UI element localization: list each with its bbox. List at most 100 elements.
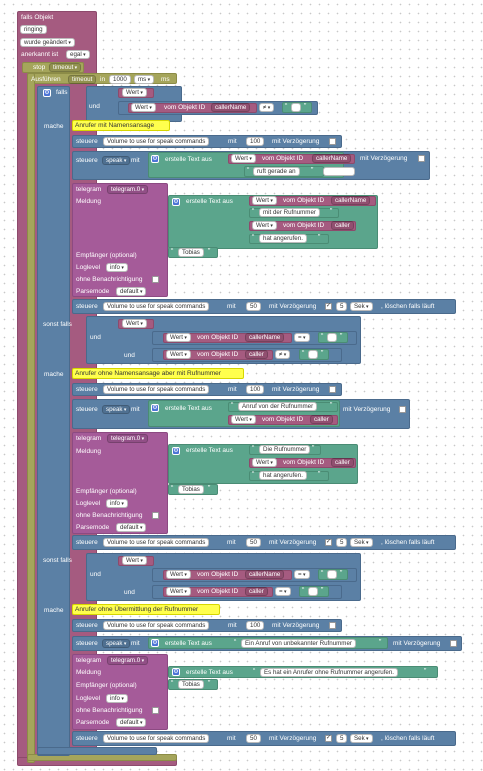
- caller-field[interactable]: caller: [331, 221, 354, 230]
- gear-icon[interactable]: ⚙: [151, 639, 159, 647]
- telegram-instance-dropdown[interactable]: telegram.0: [107, 434, 149, 443]
- callername-field[interactable]: callerName: [331, 196, 371, 205]
- comment-block[interactable]: [72, 368, 244, 379]
- operator-dropdown[interactable]: ≠: [275, 350, 291, 359]
- wert-dropdown[interactable]: Wert: [122, 88, 147, 97]
- delay-checkbox[interactable]: [450, 640, 457, 647]
- recipient-field[interactable]: Tobias: [178, 680, 204, 689]
- timeout-unit-dropdown[interactable]: ms: [134, 75, 155, 84]
- volume-value-field[interactable]: 50: [246, 734, 261, 743]
- delay-checkbox[interactable]: ✓: [325, 539, 332, 546]
- comment-block[interactable]: [72, 604, 220, 615]
- volume-field[interactable]: Volume to use for speak commands: [103, 538, 210, 547]
- parsemode-dropdown[interactable]: default: [116, 718, 147, 727]
- gear-icon[interactable]: ⚙: [172, 668, 180, 676]
- text-field[interactable]: hat angerufen.: [259, 471, 307, 480]
- volume-field[interactable]: Volume to use for speak commands: [103, 734, 210, 743]
- delay-checkbox[interactable]: ✓: [325, 735, 332, 742]
- caller-field[interactable]: caller: [310, 415, 333, 424]
- volume-value-field[interactable]: 100: [246, 385, 265, 394]
- caller-field[interactable]: caller: [245, 350, 268, 359]
- wert-vom-objekt-block[interactable]: [249, 221, 356, 231]
- wert-vom-objekt-block[interactable]: [228, 154, 355, 164]
- loglevel-dropdown[interactable]: info: [106, 499, 128, 508]
- telegram-instance-dropdown[interactable]: telegram.0: [107, 656, 149, 665]
- empty-text-field[interactable]: [291, 103, 301, 112]
- trigger-ack-dropdown[interactable]: egal: [66, 50, 90, 59]
- comment-block[interactable]: [72, 120, 170, 131]
- volume-value-field[interactable]: 50: [246, 302, 261, 311]
- wert-vom-objekt-block[interactable]: [163, 570, 292, 580]
- gear-icon[interactable]: ⚙: [151, 155, 159, 163]
- delay-checkbox[interactable]: [329, 386, 336, 393]
- operator-dropdown[interactable]: =: [275, 587, 291, 596]
- wert-dropdown[interactable]: Wert: [166, 333, 191, 342]
- wert-dropdown[interactable]: Wert: [166, 587, 191, 596]
- wert-dropdown[interactable]: Wert: [252, 458, 277, 467]
- gear-icon[interactable]: ⚙: [43, 89, 51, 97]
- empty-text-field[interactable]: [327, 570, 337, 579]
- volume-value-field[interactable]: 100: [246, 137, 265, 146]
- trigger-changed-dropdown[interactable]: wurde geändert: [20, 38, 75, 47]
- gear-icon[interactable]: ⚙: [151, 404, 159, 412]
- delay-unit-dropdown[interactable]: Sek: [350, 734, 373, 743]
- wert-dropdown[interactable]: Wert: [231, 415, 256, 424]
- volume-field[interactable]: Volume to use for speak commands: [103, 621, 210, 630]
- caller-field[interactable]: caller: [245, 587, 268, 596]
- speak-dropdown[interactable]: speak: [102, 639, 131, 648]
- callername-field[interactable]: callerName: [245, 333, 285, 342]
- gear-icon[interactable]: ⚙: [172, 447, 180, 455]
- wert-dropdown[interactable]: Wert: [166, 570, 191, 579]
- text-field[interactable]: Anruf von der Rufnummer: [238, 402, 318, 411]
- empty-text-field[interactable]: [308, 350, 318, 359]
- wert-vom-objekt-block[interactable]: [163, 350, 273, 360]
- delay-checkbox[interactable]: [329, 138, 336, 145]
- timeout-name-field[interactable]: timeout: [68, 75, 97, 84]
- operator-dropdown[interactable]: =: [294, 333, 310, 342]
- callername-field[interactable]: callerName: [211, 103, 251, 112]
- text-field[interactable]: hat angerufen.: [259, 234, 307, 243]
- no-notify-checkbox[interactable]: [152, 707, 159, 714]
- delay-checkbox[interactable]: ✓: [325, 303, 332, 310]
- parsemode-dropdown[interactable]: default: [116, 287, 147, 296]
- wert-vom-objekt-block[interactable]: [249, 458, 356, 468]
- delay-checkbox[interactable]: [329, 622, 336, 629]
- wert-dropdown[interactable]: Wert: [252, 221, 277, 230]
- empty-text-field[interactable]: [327, 333, 337, 342]
- wert-vom-objekt-block[interactable]: [228, 415, 338, 425]
- speak-dropdown[interactable]: speak: [102, 405, 131, 414]
- volume-field[interactable]: Volume to use for speak commands: [103, 137, 210, 146]
- volume-value-field[interactable]: 50: [246, 538, 261, 547]
- wert-dropdown[interactable]: Wert: [122, 319, 147, 328]
- no-notify-checkbox[interactable]: [152, 276, 159, 283]
- callername-field[interactable]: callerName: [312, 154, 352, 163]
- loglevel-dropdown[interactable]: info: [106, 694, 128, 703]
- loglevel-dropdown[interactable]: info: [106, 263, 128, 272]
- wert-dropdown[interactable]: Wert: [131, 103, 156, 112]
- caller-field[interactable]: caller: [331, 458, 354, 467]
- speak-dropdown[interactable]: speak: [102, 156, 131, 165]
- text-field[interactable]: mit der Rufnummer: [259, 208, 320, 217]
- recipient-field[interactable]: Tobias: [178, 248, 204, 257]
- text-field[interactable]: Die Rufnummer: [259, 445, 311, 454]
- delay-value-field[interactable]: 5: [336, 734, 348, 743]
- trigger-object-field[interactable]: ringing: [20, 25, 47, 34]
- text-field[interactable]: Es hat ein Anrufer ohne Rufnummer angeru…: [260, 668, 399, 677]
- empty-text-field[interactable]: [308, 587, 318, 596]
- volume-value-field[interactable]: 100: [246, 621, 265, 630]
- delay-unit-dropdown[interactable]: Sek: [350, 302, 373, 311]
- stop-timeout-dropdown[interactable]: timeout: [49, 63, 82, 72]
- wert-vom-objekt-block[interactable]: [163, 333, 292, 343]
- volume-field[interactable]: Volume to use for speak commands: [103, 385, 210, 394]
- wert-vom-objekt-block[interactable]: [163, 587, 273, 597]
- recipient-field[interactable]: Tobias: [178, 485, 204, 494]
- wert-vom-objekt-block[interactable]: [249, 196, 376, 206]
- callername-field[interactable]: callerName: [245, 570, 285, 579]
- wert-dropdown[interactable]: Wert: [122, 556, 147, 565]
- empty-input[interactable]: [323, 167, 355, 176]
- parsemode-dropdown[interactable]: default: [116, 523, 147, 532]
- telegram-instance-dropdown[interactable]: telegram.0: [107, 185, 149, 194]
- volume-field[interactable]: Volume to use for speak commands: [103, 302, 210, 311]
- delay-value-field[interactable]: 5: [336, 538, 348, 547]
- wert-dropdown[interactable]: Wert: [166, 350, 191, 359]
